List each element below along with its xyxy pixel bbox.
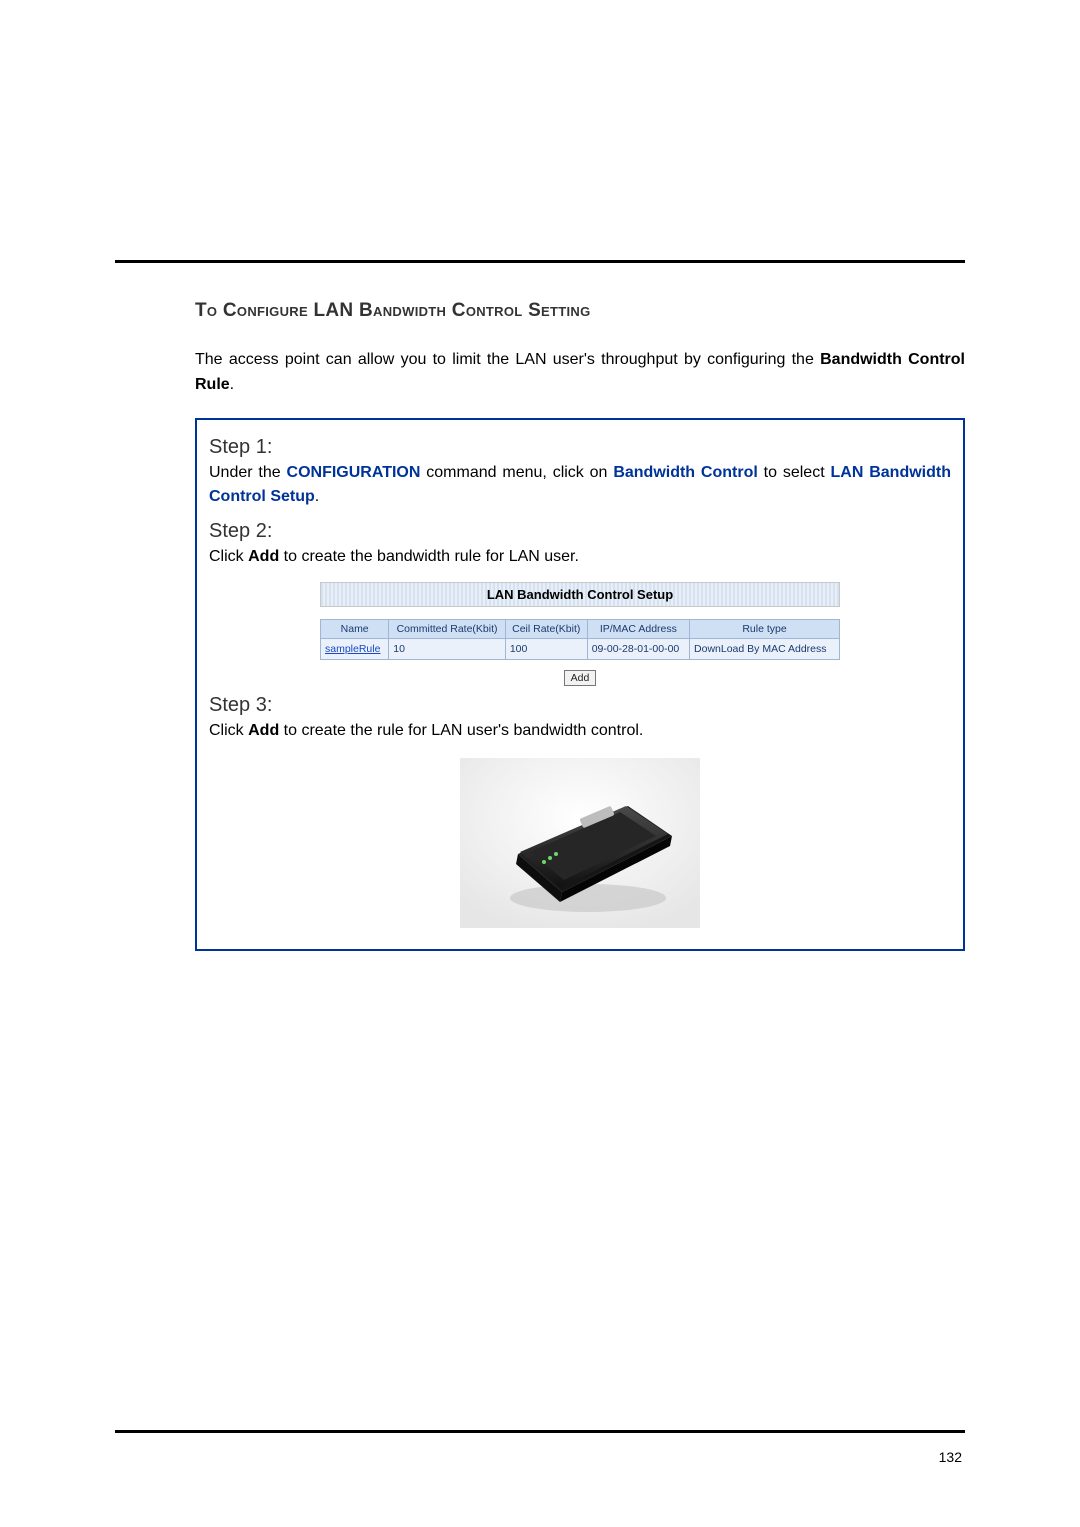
step-3-part-2: to create the rule for LAN user's bandwi… — [279, 722, 643, 739]
device-image — [209, 758, 951, 933]
step-3-part-1: Add — [248, 722, 279, 739]
cell-ceil: 100 — [505, 638, 587, 659]
step-1-part-4: to select — [758, 464, 831, 481]
device-svg — [460, 758, 700, 928]
step-1-part-3: Bandwidth Control — [613, 464, 758, 481]
col-name: Name — [321, 619, 389, 638]
table-row: sampleRule 10 100 09-00-28-01-00-00 Down… — [321, 638, 840, 659]
col-addr: IP/MAC Address — [587, 619, 689, 638]
step-2-part-0: Click — [209, 548, 248, 565]
step-3-part-0: Click — [209, 722, 248, 739]
step-2-body: Click Add to create the bandwidth rule f… — [209, 545, 951, 570]
step-2-part-2: to create the bandwidth rule for LAN use… — [279, 548, 579, 565]
lan-bandwidth-table-screenshot: LAN Bandwidth Control Setup Name Committ… — [320, 582, 840, 686]
rules-table: Name Committed Rate(Kbit) Ceil Rate(Kbit… — [320, 619, 840, 660]
col-ruletype: Rule type — [690, 619, 840, 638]
cell-name[interactable]: sampleRule — [321, 638, 389, 659]
intro-prefix: The access point can allow you to limit … — [195, 351, 820, 368]
cell-committed: 10 — [389, 638, 506, 659]
step-1-body: Under the CONFIGURATION command menu, cl… — [209, 461, 951, 511]
intro-suffix: . — [230, 376, 234, 393]
bottom-horizontal-rule — [115, 1430, 965, 1433]
step-1-part-6: . — [315, 488, 319, 505]
col-ceil: Ceil Rate(Kbit) — [505, 619, 587, 638]
step-1-part-1: CONFIGURATION — [287, 464, 421, 481]
add-button[interactable]: Add — [564, 670, 597, 686]
step-3-body: Click Add to create the rule for LAN use… — [209, 719, 951, 744]
top-horizontal-rule — [115, 260, 965, 263]
add-button-row: Add — [320, 668, 840, 686]
table-title-bar: LAN Bandwidth Control Setup — [320, 582, 840, 607]
section-title: To Configure LAN Bandwidth Control Setti… — [195, 300, 965, 322]
steps-box: Step 1: Under the CONFIGURATION command … — [195, 418, 965, 951]
cell-addr: 09-00-28-01-00-00 — [587, 638, 689, 659]
content-area: To Configure LAN Bandwidth Control Setti… — [195, 300, 965, 951]
intro-paragraph: The access point can allow you to limit … — [195, 348, 965, 398]
page-number: 132 — [939, 1449, 962, 1465]
step-1-part-2: command menu, click on — [420, 464, 613, 481]
col-committed: Committed Rate(Kbit) — [389, 619, 506, 638]
step-3-head: Step 3: — [209, 694, 951, 717]
step-1-head: Step 1: — [209, 436, 951, 459]
step-2-head: Step 2: — [209, 520, 951, 543]
step-2-part-1: Add — [248, 548, 279, 565]
step-1-part-0: Under the — [209, 464, 287, 481]
document-page: To Configure LAN Bandwidth Control Setti… — [0, 0, 1080, 1527]
table-header-row: Name Committed Rate(Kbit) Ceil Rate(Kbit… — [321, 619, 840, 638]
cell-ruletype: DownLoad By MAC Address — [690, 638, 840, 659]
